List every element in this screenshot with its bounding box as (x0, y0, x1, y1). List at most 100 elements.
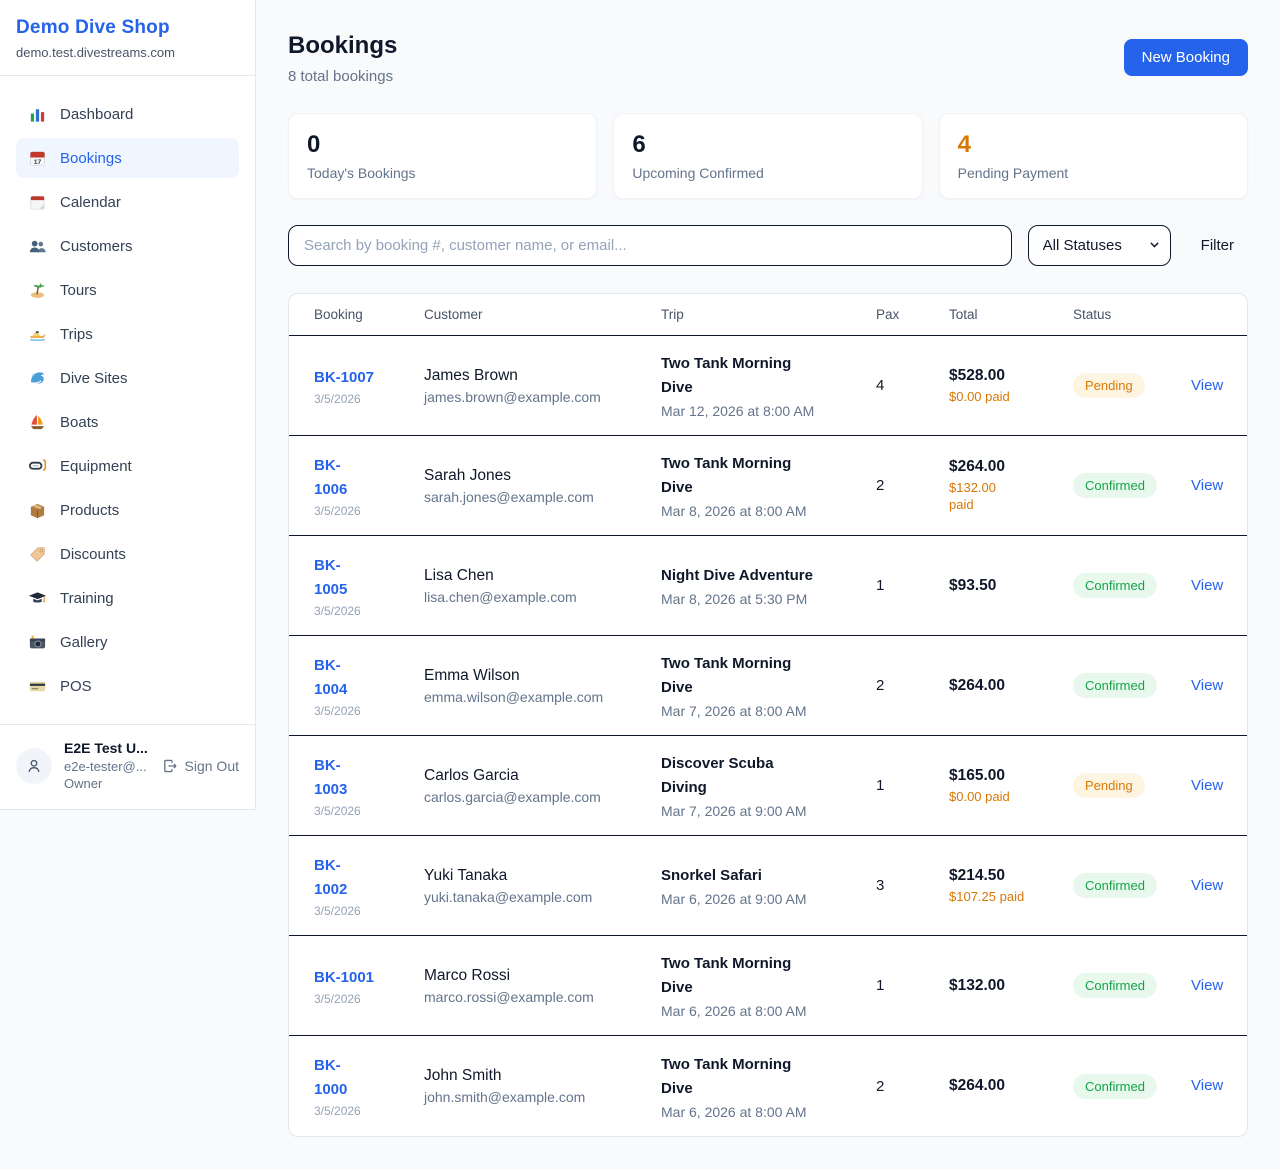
page-title: Bookings (288, 32, 398, 59)
status-badge: Pending (1073, 373, 1145, 398)
booking-id-link[interactable]: BK- 1004 (314, 656, 348, 698)
sidebar-item-calendar[interactable]: Calendar (16, 182, 239, 222)
sidebar-item-tours[interactable]: Tours (16, 270, 239, 310)
trip-name: Snorkel Safari (661, 867, 762, 884)
customer-name: James Brown (424, 366, 518, 384)
status-badge: Confirmed (1073, 973, 1157, 998)
booking-id-link[interactable]: BK- 1006 (314, 456, 348, 498)
col-status: Status (1073, 307, 1112, 322)
booking-date: 3/5/2026 (314, 703, 361, 718)
status-badge: Confirmed (1073, 1073, 1157, 1099)
trip-name: Two Tank Morning Dive (661, 1055, 792, 1097)
pax-count: 3 (876, 877, 885, 894)
customer-email: marco.rossi@example.com (424, 988, 594, 1005)
customer-name: Yuki Tanaka (424, 866, 508, 884)
customer-email: john.smith@example.com (424, 1089, 586, 1105)
sidebar-item-bookings[interactable]: 17 Bookings (16, 138, 239, 178)
col-customer: Customer (424, 307, 483, 322)
view-link[interactable]: View (1191, 776, 1224, 794)
trip-name: Two Tank Morning Dive (661, 955, 792, 996)
trip-datetime: Mar 6, 2026 at 8:00 AM (661, 1103, 807, 1120)
brand-name: Demo Dive Shop (16, 17, 170, 38)
view-link[interactable]: View (1191, 476, 1224, 494)
customer-name: Marco Rossi (424, 966, 511, 984)
booking-id-link[interactable]: BK-1001 (314, 968, 375, 986)
view-link[interactable]: View (1191, 1077, 1224, 1094)
view-link[interactable]: View (1191, 976, 1224, 994)
booking-id-link[interactable]: BK- 1002 (314, 856, 348, 898)
pax-count: 2 (876, 1077, 885, 1095)
customer-email: carlos.garcia@example.com (424, 788, 601, 805)
sidebar-item-label: Equipment (60, 457, 132, 475)
sidebar-item-pos[interactable]: POS (16, 666, 239, 706)
sidebar-item-label: Gallery (60, 633, 108, 651)
sidebar-item-training[interactable]: Training (16, 578, 239, 618)
person-icon (28, 759, 40, 773)
sign-out-button[interactable]: Sign Out (162, 758, 239, 774)
new-booking-button[interactable]: New Booking (1123, 39, 1248, 76)
booking-id-link[interactable]: BK- 1005 (314, 556, 348, 598)
table-row: BK-1001 3/5/2026 Marco Rossi marco.rossi… (289, 936, 1247, 1036)
total-amount: $214.50 (949, 866, 1006, 884)
stat-label: Today's Bookings (307, 165, 416, 181)
stat-value: 0 (307, 131, 321, 158)
sidebar-nav: Dashboard 17 Bookings Calendar Customers… (0, 76, 255, 718)
customer-name: Lisa Chen (424, 566, 494, 584)
speedboat-icon (28, 325, 47, 344)
col-total: Total (949, 307, 978, 322)
sidebar-item-label: Customers (60, 237, 133, 255)
package-icon (28, 501, 47, 520)
sidebar-item-dashboard[interactable]: Dashboard (16, 94, 239, 134)
sidebar-item-label: Training (60, 589, 114, 607)
people-icon (28, 237, 47, 256)
booking-id-link[interactable]: BK-1007 (314, 368, 375, 386)
sidebar-item-label: Trips (60, 325, 93, 343)
pax-count: 1 (876, 777, 885, 794)
brand: Demo Dive Shop demo.test.divestreams.com (0, 0, 255, 76)
page-subtitle: 8 total bookings (288, 68, 394, 85)
booking-id-link[interactable]: BK- 1003 (314, 756, 348, 798)
user-name: E2E Test U... (64, 740, 148, 756)
booking-id-link[interactable]: BK- 1000 (314, 1057, 348, 1098)
sidebar-item-boats[interactable]: Boats (16, 402, 239, 442)
booking-date: 3/5/2026 (314, 503, 361, 518)
total-amount: $264.00 (949, 1077, 1006, 1094)
trip-datetime: Mar 7, 2026 at 8:00 AM (661, 703, 807, 719)
stat-label: Upcoming Confirmed (632, 165, 764, 181)
logout-icon (163, 759, 176, 773)
table-row: BK- 1003 3/5/2026 Carlos Garcia carlos.g… (289, 736, 1247, 836)
view-link[interactable]: View (1191, 576, 1224, 594)
bar-chart-icon (28, 105, 47, 124)
sidebar-item-products[interactable]: Products (16, 490, 239, 530)
status-badge: Confirmed (1073, 573, 1157, 598)
sidebar-item-discounts[interactable]: Discounts (16, 534, 239, 574)
search-input[interactable] (288, 225, 1012, 266)
pax-count: 2 (876, 677, 885, 694)
status-filter-select[interactable]: All Statuses (1027, 225, 1171, 266)
sidebar-user-footer: E2E Test U... e2e-tester@... Owner Sign … (0, 724, 255, 809)
booking-date: 3/5/2026 (314, 903, 361, 918)
booking-date: 3/5/2026 (314, 603, 361, 618)
sidebar-item-dive-sites[interactable]: Dive Sites (16, 358, 239, 398)
sidebar-item-gallery[interactable]: Gallery (16, 622, 239, 662)
col-booking: Booking (314, 307, 363, 322)
paid-amount: $132.00 paid (949, 480, 996, 512)
view-link[interactable]: View (1191, 876, 1224, 894)
customer-name: Carlos Garcia (424, 766, 519, 784)
stat-pending-payment: 4 Pending Payment (938, 113, 1248, 199)
sidebar-item-label: Calendar (60, 193, 121, 211)
sidebar: Demo Dive Shop demo.test.divestreams.com… (0, 0, 256, 810)
view-link[interactable]: View (1191, 676, 1224, 694)
sidebar-item-label: POS (60, 677, 92, 695)
paid-amount: $0.00 paid (949, 388, 1010, 404)
view-link[interactable]: View (1191, 376, 1224, 394)
trip-datetime: Mar 8, 2026 at 8:00 AM (661, 503, 807, 519)
filter-button[interactable]: Filter (1187, 229, 1248, 262)
trip-name: Discover Scuba Diving (661, 755, 774, 796)
sidebar-item-customers[interactable]: Customers (16, 226, 239, 266)
trip-datetime: Mar 6, 2026 at 8:00 AM (661, 1003, 807, 1019)
sidebar-item-label: Discounts (60, 545, 126, 563)
main-content: Bookings 8 total bookings New Booking 0 … (256, 0, 1280, 1169)
sidebar-item-equipment[interactable]: Equipment (16, 446, 239, 486)
sidebar-item-trips[interactable]: Trips (16, 314, 239, 354)
